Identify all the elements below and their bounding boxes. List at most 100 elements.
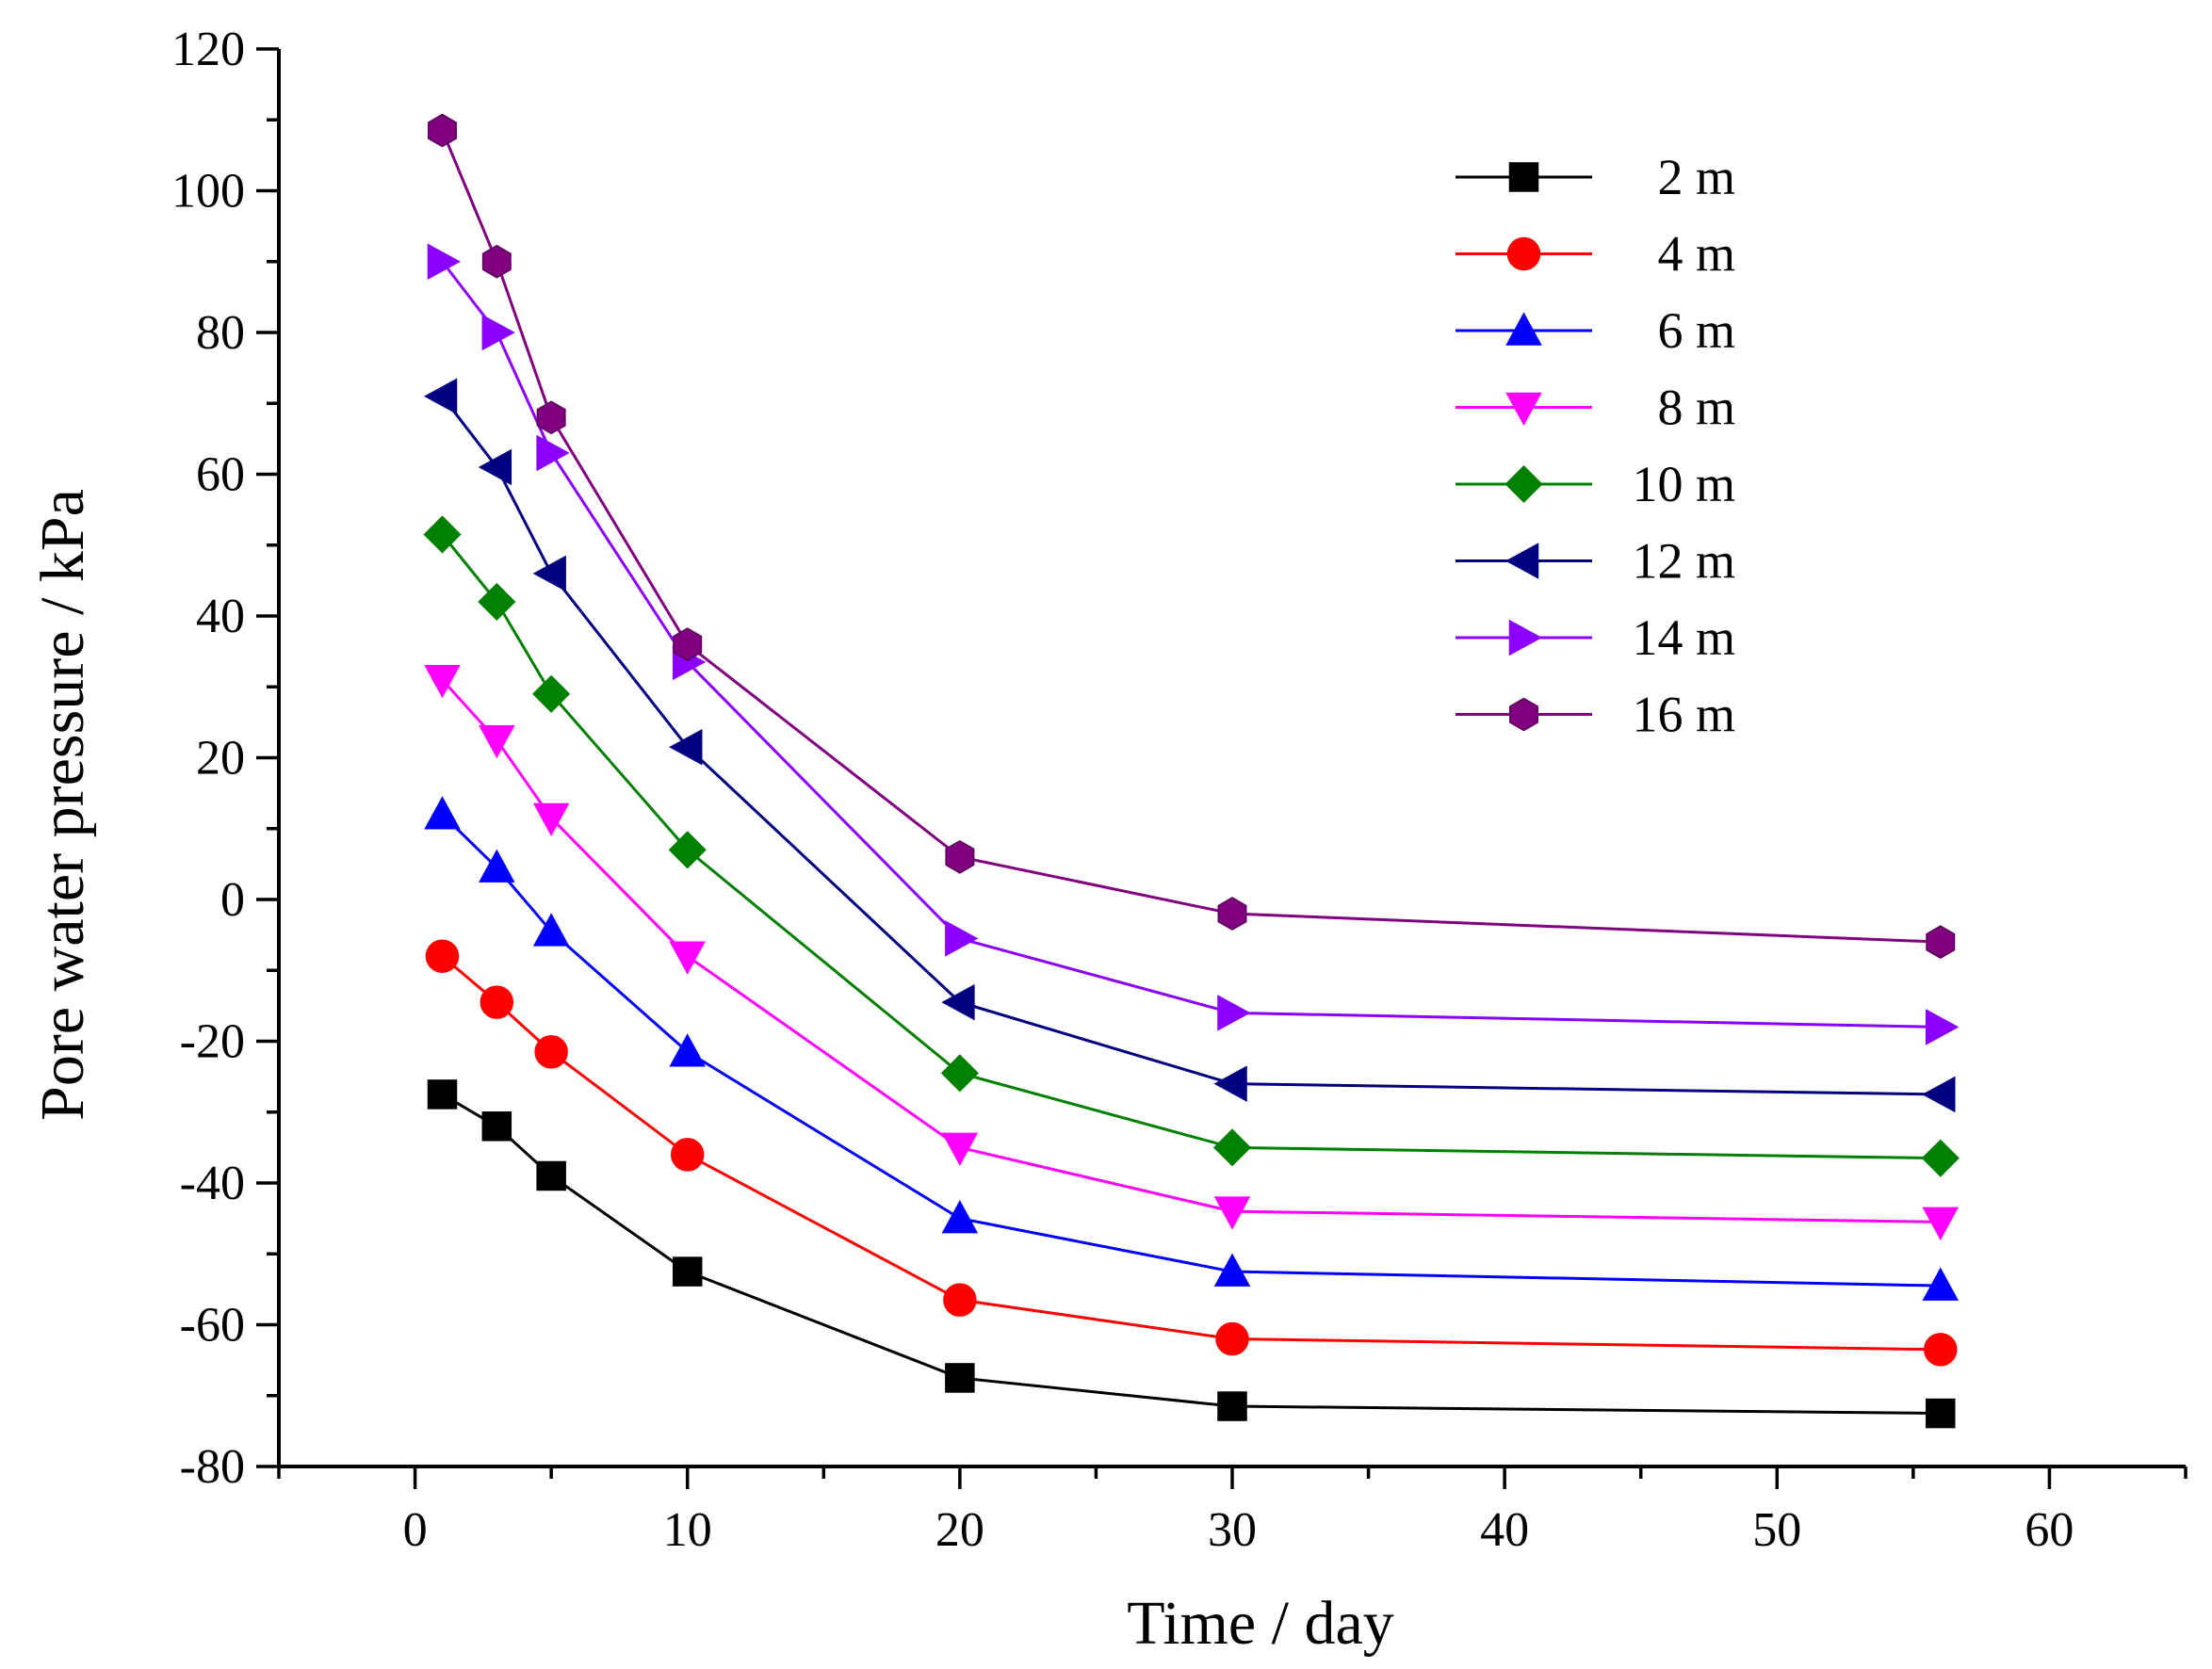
data-point (945, 1363, 975, 1393)
data-point (536, 1160, 566, 1191)
data-point (481, 314, 515, 351)
data-point (669, 941, 706, 975)
data-point (1926, 1009, 1960, 1045)
x-tick-label: 50 (1752, 1503, 1801, 1557)
legend-marker (1505, 392, 1542, 427)
x-tick-label: 10 (663, 1503, 712, 1557)
legend-marker (1504, 543, 1539, 579)
data-point (673, 627, 703, 661)
legend-marker (1505, 312, 1542, 346)
data-point (428, 113, 457, 148)
legend-item: 14 m (1456, 609, 1735, 666)
y-tick-label: -20 (180, 1015, 245, 1069)
data-point (1217, 995, 1251, 1031)
data-point (534, 1035, 568, 1069)
legend-label: 10 m (1632, 456, 1735, 512)
x-tick-label: 60 (2025, 1503, 2074, 1557)
y-tick-label: -80 (180, 1440, 245, 1494)
series-4m (425, 939, 1958, 1367)
data-point (1213, 1196, 1251, 1230)
data-point (941, 983, 975, 1021)
legend-item: 12 m (1456, 533, 1735, 590)
y-tick-label: 80 (196, 306, 245, 360)
y-axis-title: Pore water pressure / kPa (28, 489, 97, 1121)
data-point (1926, 1398, 1956, 1429)
legend-label: 14 m (1632, 609, 1735, 666)
data-point (669, 1033, 706, 1067)
data-point (670, 1138, 705, 1172)
data-point (672, 1256, 703, 1287)
data-point (423, 378, 458, 414)
legend: 2 m 4 m 6 m 8 m 10 m 12 m 14 m 16 m (1456, 149, 1735, 743)
data-point (536, 434, 570, 472)
y-tick-label: 20 (196, 732, 245, 786)
legend-label: 4 m (1657, 226, 1735, 283)
data-point (1924, 1333, 1958, 1367)
data-point (423, 515, 462, 554)
y-tick-label: -40 (180, 1157, 245, 1210)
data-point (1922, 1076, 1956, 1113)
data-point (941, 1132, 979, 1166)
data-point (480, 985, 514, 1019)
series-layer (423, 113, 1960, 1429)
data-point (1926, 925, 1956, 960)
data-point (532, 913, 570, 947)
data-point (1921, 1139, 1960, 1177)
data-point (427, 243, 462, 281)
data-point (1217, 1391, 1247, 1421)
data-point (478, 582, 516, 622)
data-point (1217, 897, 1247, 931)
x-tick-label: 40 (1480, 1503, 1529, 1557)
data-point (668, 831, 707, 869)
series-line (441, 1093, 1941, 1416)
data-point (1215, 1321, 1249, 1356)
y-tick-label: 0 (220, 873, 245, 927)
legend-label: 12 m (1632, 533, 1735, 590)
data-point (424, 796, 461, 830)
data-point (536, 400, 566, 435)
data-point (1213, 1065, 1247, 1102)
data-point (1212, 1128, 1252, 1167)
legend-marker (1506, 236, 1541, 271)
axes: -80 -60 -40 -20 0 20 40 60 80 100 120 0 10 20 30 40 50 60 (171, 23, 2188, 1557)
y-tick-label: 60 (196, 448, 245, 502)
series-8m (424, 664, 1960, 1240)
data-point (669, 728, 703, 766)
y-tick-label: 100 (171, 165, 245, 219)
data-point (532, 802, 570, 837)
series-6m (424, 796, 1960, 1301)
data-point (427, 1079, 458, 1110)
legend-label: 6 m (1657, 302, 1735, 359)
data-point (532, 555, 566, 592)
series-2m (427, 1079, 1956, 1429)
data-point (425, 939, 460, 973)
data-point (1922, 1207, 1960, 1240)
series-12m (423, 378, 1956, 1113)
data-point (941, 1200, 979, 1234)
x-tick-label: 20 (935, 1503, 984, 1557)
legend-item: 10 m (1456, 456, 1735, 512)
data-point (1213, 1253, 1251, 1287)
legend-item: 2 m (1456, 149, 1735, 205)
y-tick-label: 120 (171, 23, 245, 76)
legend-item: 16 m (1456, 687, 1735, 743)
series-10m (423, 515, 1960, 1177)
x-axis-title: Time / day (1127, 1589, 1394, 1658)
data-point (940, 1054, 979, 1093)
series-16m (428, 113, 1956, 960)
legend-label: 8 m (1657, 380, 1735, 436)
legend-marker (1508, 162, 1539, 192)
data-point (532, 674, 571, 713)
data-point (479, 849, 515, 883)
data-point (945, 839, 975, 874)
legend-label: 2 m (1657, 149, 1735, 205)
data-point (943, 1283, 977, 1317)
data-point (481, 1111, 512, 1142)
data-point (481, 244, 512, 279)
series-line (441, 813, 1941, 1288)
legend-marker (1504, 464, 1543, 504)
legend-marker (1509, 697, 1538, 732)
data-point (479, 724, 515, 759)
series-line (441, 955, 1941, 1352)
